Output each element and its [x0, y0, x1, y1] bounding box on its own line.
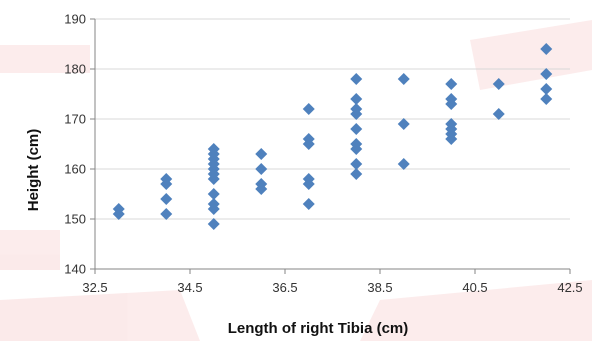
data-point [302, 178, 315, 190]
x-tick-labels: 32.5 34.5 36.5 38.5 40.5 42.5 [82, 280, 582, 295]
x-tick-label: 32.5 [82, 280, 107, 295]
data-point [160, 178, 173, 190]
data-point [397, 158, 410, 170]
y-axis-title: Height (cm) [25, 129, 42, 212]
data-point [397, 73, 410, 85]
data-point [350, 103, 363, 115]
data-point [350, 73, 363, 85]
y-tick-label: 160 [64, 162, 86, 177]
data-point [255, 183, 268, 195]
data-point [492, 78, 505, 90]
data-point [397, 118, 410, 130]
data-point [255, 148, 268, 160]
axes [90, 18, 571, 274]
y-tick-label: 150 [64, 212, 86, 227]
y-tick-label: 140 [64, 262, 86, 277]
data-point [350, 168, 363, 180]
data-point [207, 158, 220, 170]
data-point [302, 138, 315, 150]
y-tick-label: 190 [64, 12, 86, 27]
data-point [350, 93, 363, 105]
y-tick-label: 170 [64, 112, 86, 127]
data-point [112, 208, 125, 220]
data-point [350, 123, 363, 135]
data-point [445, 98, 458, 110]
data-point [540, 83, 553, 95]
data-point [540, 93, 553, 105]
data-point [302, 103, 315, 115]
x-tick-label: 34.5 [177, 280, 202, 295]
data-points [112, 43, 553, 230]
data-point [207, 143, 220, 155]
data-point [207, 188, 220, 200]
data-point [302, 198, 315, 210]
data-point [350, 143, 363, 155]
data-point [445, 78, 458, 90]
y-tick-label: 180 [64, 62, 86, 77]
x-tick-label: 40.5 [462, 280, 487, 295]
data-point [445, 133, 458, 145]
data-point [540, 43, 553, 55]
data-point [255, 163, 268, 175]
data-point [540, 68, 553, 80]
data-point [207, 203, 220, 215]
x-tick-label: 38.5 [367, 280, 392, 295]
x-axis-title: Length of right Tibia (cm) [228, 320, 409, 337]
data-point [207, 173, 220, 185]
data-point [492, 108, 505, 120]
gridlines [95, 18, 570, 270]
data-point [350, 158, 363, 170]
data-point [160, 193, 173, 205]
x-tick-label: 36.5 [272, 280, 297, 295]
data-point [160, 208, 173, 220]
x-tick-label: 42.5 [557, 280, 582, 295]
data-point [207, 218, 220, 230]
y-tick-labels: 140 150 160 170 180 190 [64, 12, 86, 277]
